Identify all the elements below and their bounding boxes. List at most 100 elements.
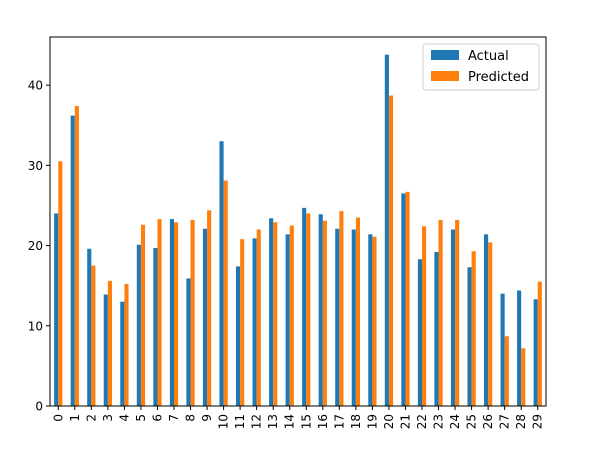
x-tick-label: 18 <box>349 414 363 429</box>
y-tick-label: 40 <box>28 79 43 93</box>
legend: Actual Predicted <box>422 43 540 91</box>
bar-predicted-24 <box>455 219 460 406</box>
bar-predicted-27 <box>504 336 509 406</box>
bar-predicted-9 <box>207 210 212 406</box>
y-axis: 0 10 20 30 40 <box>28 79 50 414</box>
x-tick-label: 20 <box>382 414 396 429</box>
bar-predicted-25 <box>471 251 476 406</box>
x-tick-label: 19 <box>365 414 379 429</box>
bar-actual-21 <box>401 193 406 406</box>
bar-actual-24 <box>450 229 456 406</box>
bar-actual-2 <box>87 248 92 406</box>
bar-predicted-22 <box>422 226 427 406</box>
x-tick-label: 7 <box>167 414 181 422</box>
x-tick-label: 5 <box>134 414 148 422</box>
bar-predicted-4 <box>124 284 129 406</box>
bar-actual-28 <box>517 290 522 406</box>
x-tick-label: 25 <box>465 414 479 429</box>
x-tick-label: 27 <box>498 414 512 429</box>
bar-predicted-29 <box>537 281 542 406</box>
legend-label-predicted: Predicted <box>468 70 529 85</box>
bar-actual-16 <box>318 214 323 406</box>
y-tick-label: 10 <box>28 319 43 333</box>
bars-layer <box>54 54 542 407</box>
bar-actual-12 <box>252 238 257 406</box>
bar-predicted-3 <box>107 280 112 406</box>
x-tick-label: 12 <box>250 414 264 429</box>
x-tick-label: 0 <box>51 414 65 422</box>
bar-actual-20 <box>384 54 389 407</box>
bar-predicted-14 <box>289 225 294 406</box>
y-tick-label: 20 <box>28 239 43 253</box>
bar-actual-25 <box>467 267 472 406</box>
bar-predicted-1 <box>74 105 79 407</box>
legend-swatch-actual <box>431 50 459 60</box>
bar-predicted-10 <box>223 180 228 406</box>
x-tick-label: 26 <box>481 414 495 429</box>
x-tick-label: 23 <box>432 414 446 429</box>
bar-predicted-18 <box>355 217 360 406</box>
x-tick-label: 11 <box>233 414 247 429</box>
bar-predicted-19 <box>372 236 377 406</box>
bar-actual-19 <box>368 234 373 406</box>
bar-actual-10 <box>219 141 224 406</box>
x-axis: 0 1 2 3 4 5 6 7 8 9 10 11 12 13 14 15 16 17 18 19 20 21 22 23 24… <box>51 406 545 429</box>
bar-actual-4 <box>120 301 125 406</box>
bar-actual-23 <box>434 251 439 406</box>
bar-actual-13 <box>269 218 274 406</box>
bar-actual-1 <box>70 115 75 407</box>
x-tick-label: 22 <box>415 414 429 429</box>
bar-predicted-16 <box>322 220 327 406</box>
bar-predicted-21 <box>405 191 410 406</box>
legend-label-actual: Actual <box>468 49 509 64</box>
x-tick-label: 28 <box>514 414 528 429</box>
bar-actual-11 <box>236 266 241 406</box>
bar-predicted-17 <box>339 211 344 406</box>
y-tick-label: 30 <box>28 159 43 173</box>
x-tick-label: 8 <box>184 414 198 422</box>
x-tick-label: 29 <box>531 414 545 429</box>
bar-actual-18 <box>351 229 356 406</box>
bar-predicted-20 <box>388 95 394 406</box>
bar-predicted-13 <box>273 222 278 406</box>
x-tick-label: 2 <box>84 414 98 422</box>
x-tick-label: 13 <box>266 414 280 429</box>
bar-actual-8 <box>186 278 191 406</box>
x-tick-label: 17 <box>332 414 346 429</box>
bar-actual-15 <box>302 207 307 406</box>
bar-actual-14 <box>285 234 290 406</box>
bar-predicted-23 <box>438 219 443 406</box>
x-tick-label: 16 <box>316 414 330 429</box>
bar-actual-27 <box>500 293 505 406</box>
bar-actual-5 <box>136 244 141 406</box>
x-tick-label: 24 <box>448 414 462 429</box>
plot-frame <box>49 36 547 407</box>
bar-predicted-6 <box>157 219 162 406</box>
y-tick-label: 0 <box>35 400 43 414</box>
bar-actual-26 <box>484 234 489 406</box>
x-tick-label: 10 <box>217 414 231 429</box>
bar-actual-7 <box>169 219 174 406</box>
bar-actual-3 <box>103 294 108 406</box>
bar-predicted-2 <box>91 265 96 406</box>
bar-predicted-5 <box>140 224 146 406</box>
bar-actual-29 <box>533 299 538 406</box>
x-tick-label: 15 <box>299 414 313 429</box>
axes-frame <box>49 36 547 407</box>
x-tick-label: 1 <box>68 414 82 422</box>
x-tick-label: 21 <box>398 414 412 429</box>
bar-predicted-15 <box>306 213 311 406</box>
bar-predicted-7 <box>174 222 179 406</box>
bar-predicted-8 <box>190 219 195 406</box>
bar-actual-9 <box>202 228 208 406</box>
bar-predicted-26 <box>488 242 493 406</box>
x-tick-label: 4 <box>117 414 131 422</box>
x-tick-label: 9 <box>200 414 214 422</box>
bar-predicted-0 <box>58 161 63 406</box>
bar-actual-6 <box>153 247 158 406</box>
bar-actual-0 <box>54 213 59 406</box>
bar-predicted-11 <box>240 239 245 406</box>
bar-actual-22 <box>417 259 422 406</box>
bar-predicted-28 <box>521 348 526 406</box>
